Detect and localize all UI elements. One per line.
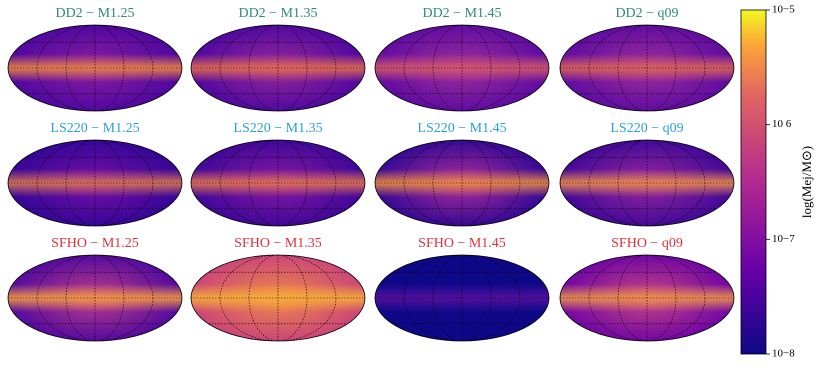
sky-map bbox=[191, 140, 365, 226]
sky-map bbox=[191, 255, 365, 341]
map-outline bbox=[374, 139, 550, 227]
map-outline bbox=[7, 254, 183, 342]
panel-title: LS220 − M1.35 bbox=[233, 121, 322, 136]
map-outline bbox=[559, 24, 735, 112]
graticule bbox=[432, 140, 492, 226]
sky-map bbox=[560, 25, 734, 111]
graticule bbox=[617, 140, 677, 226]
map-outline bbox=[374, 254, 550, 342]
graticule bbox=[432, 25, 492, 111]
map-outline bbox=[7, 139, 183, 227]
map-outline bbox=[190, 254, 366, 342]
sky-map bbox=[375, 25, 549, 111]
panel-title: DD2 − M1.45 bbox=[422, 6, 501, 21]
sky-map bbox=[8, 140, 182, 226]
graticule bbox=[403, 25, 521, 111]
map-outline bbox=[7, 24, 183, 112]
graticule bbox=[219, 255, 337, 341]
map-outline bbox=[374, 24, 550, 112]
graticule bbox=[588, 140, 706, 226]
graticule bbox=[588, 25, 706, 111]
graticule bbox=[36, 25, 154, 111]
panel-title: LS220 − M1.45 bbox=[417, 121, 506, 136]
graticule bbox=[65, 255, 125, 341]
panel-title: DD2 − M1.35 bbox=[238, 6, 317, 21]
panel-title: SFHO − q09 bbox=[611, 236, 683, 251]
graticule bbox=[219, 25, 337, 111]
graticule bbox=[219, 140, 337, 226]
graticule bbox=[36, 140, 154, 226]
sky-map bbox=[8, 25, 182, 111]
sky-map bbox=[375, 255, 549, 341]
graticule bbox=[617, 255, 677, 341]
colorbar-tick-label: 10−5 bbox=[772, 4, 795, 16]
map-outline bbox=[190, 139, 366, 227]
colorbar bbox=[740, 9, 767, 355]
panel-title: DD2 − M1.25 bbox=[55, 6, 134, 21]
panel-title: SFHO − M1.45 bbox=[418, 236, 506, 251]
panel-title: SFHO − M1.35 bbox=[234, 236, 322, 251]
graticule bbox=[432, 255, 492, 341]
sky-map bbox=[560, 255, 734, 341]
graticule bbox=[65, 140, 125, 226]
colorbar-tick-label: 10 6 bbox=[772, 118, 792, 130]
sky-map bbox=[191, 25, 365, 111]
map-outline bbox=[559, 139, 735, 227]
colorbar-label: log(Mej/M⊙) bbox=[799, 146, 814, 218]
sky-map bbox=[8, 255, 182, 341]
colorbar-tick-label: 10−8 bbox=[772, 348, 795, 360]
graticule bbox=[588, 255, 706, 341]
panel-title: LS220 − q09 bbox=[610, 121, 683, 136]
map-outline bbox=[190, 24, 366, 112]
panel-title: DD2 − q09 bbox=[615, 6, 678, 21]
graticule bbox=[65, 25, 125, 111]
graticule bbox=[403, 140, 521, 226]
panel-title: LS220 − M1.25 bbox=[50, 121, 139, 136]
graticule bbox=[617, 25, 677, 111]
graticule bbox=[36, 255, 154, 341]
sky-map bbox=[375, 140, 549, 226]
graticule bbox=[248, 25, 308, 111]
map-outline bbox=[559, 254, 735, 342]
colorbar-tick-label: 10−7 bbox=[772, 233, 795, 245]
sky-map bbox=[560, 140, 734, 226]
graticule bbox=[248, 140, 308, 226]
graticule bbox=[248, 255, 308, 341]
graticule bbox=[403, 255, 521, 341]
panel-title: SFHO − M1.25 bbox=[51, 236, 139, 251]
